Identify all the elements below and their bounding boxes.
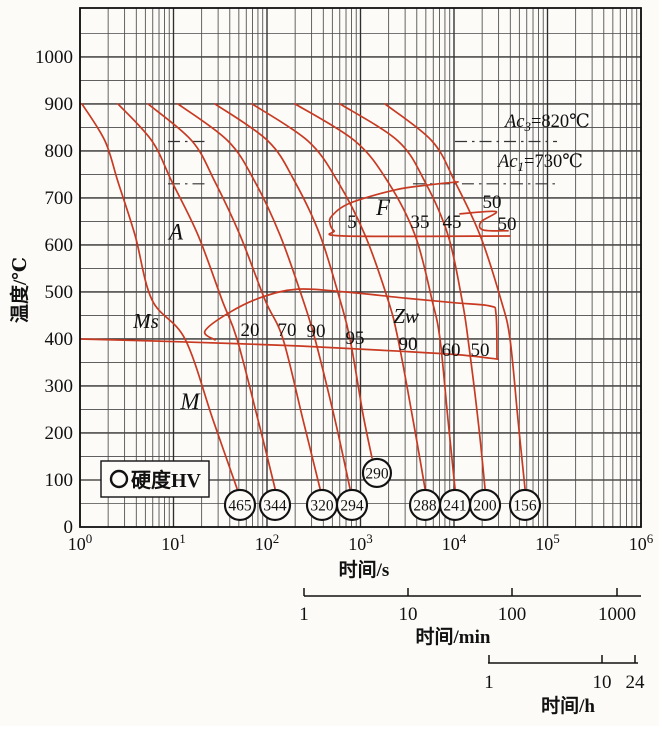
cooling-curve	[147, 103, 321, 490]
y-tick-label: 400	[45, 329, 74, 350]
y-axis-title: 温度/℃	[8, 257, 31, 323]
percent-label: 70	[278, 320, 297, 341]
percent-label: 20	[240, 320, 259, 341]
cooling-curves	[81, 103, 526, 490]
percent-label: 50	[482, 192, 501, 213]
y-axis: 0 100 200 300 400 500 600 700 800 900 1000 温度/℃	[8, 47, 73, 538]
cooling-curve	[214, 103, 373, 459]
percent-label: 50	[498, 214, 517, 235]
hardness-circle	[468, 488, 502, 521]
y-tick-label: 300	[45, 376, 74, 397]
percent-label: 50	[470, 340, 489, 361]
legend-box	[100, 460, 210, 498]
region-label-zw: Zw	[393, 304, 419, 328]
percent-label: 5	[347, 212, 357, 233]
ms-line	[79, 338, 499, 361]
y-tick-label: 200	[45, 423, 74, 444]
legend: 硬度HV	[100, 460, 210, 498]
hardness-value: 288	[413, 497, 437, 514]
minutes-tick-label: 10	[399, 604, 418, 625]
bainite-region-boundary	[203, 288, 498, 359]
hardness-circle	[508, 488, 542, 521]
hardness-legend-icon	[109, 469, 129, 489]
region-label-ms: Ms	[132, 309, 159, 333]
x-axis-title-minutes: 时间/min	[416, 626, 491, 648]
y-tick-label: 600	[45, 235, 74, 256]
x-axis-title-seconds: 时间/s	[339, 559, 390, 581]
y-tick-label: 500	[45, 282, 74, 303]
region-label-f: F	[375, 195, 391, 220]
percent-label: 45	[443, 212, 462, 233]
minutes-tick-label: 1	[299, 604, 309, 625]
x-axis-minutes: 1 10 100 1000 时间/min	[299, 588, 641, 648]
hardness-value: 241	[443, 497, 466, 514]
y-tick-label: 0	[64, 517, 74, 538]
percent-label: 35	[410, 212, 429, 233]
cooling-curve	[117, 103, 276, 490]
minutes-tick-label: 1000	[598, 604, 636, 625]
cooling-curve	[251, 103, 426, 490]
transformation-boundaries	[79, 181, 511, 361]
x-axis-hours: 1 10 24 时间/h	[484, 655, 645, 717]
hardness-value: 290	[365, 465, 389, 482]
y-tick-label: 1000	[35, 47, 73, 68]
ferrite-50-fork	[459, 210, 509, 232]
hours-tick-label: 10	[593, 672, 612, 693]
cooling-curve	[81, 103, 238, 490]
cooling-curve	[384, 103, 526, 490]
ferrite-region-boundary	[328, 181, 511, 238]
minutes-tick-label: 100	[498, 604, 527, 625]
y-tick-label: 900	[45, 94, 74, 115]
plot-frame	[79, 7, 642, 528]
hardness-value: 200	[473, 497, 497, 514]
hours-tick-label: 24	[626, 672, 646, 693]
percent-label: 90	[306, 321, 325, 342]
percent-label: 90	[398, 334, 417, 355]
percent-label: 95	[345, 328, 364, 349]
legend-label: 硬度HV	[131, 468, 202, 492]
ac-temperature-label: Ac1=730℃	[496, 152, 583, 174]
critical-temperature-lines	[167, 140, 558, 185]
hardness-circle	[223, 488, 257, 521]
y-tick-label: 100	[45, 470, 74, 491]
cooling-curve	[339, 103, 486, 490]
hardness-value: 344	[263, 497, 287, 514]
hardness-circle	[258, 488, 292, 521]
region-label-a: A	[167, 220, 184, 245]
hours-tick-label: 1	[484, 672, 494, 693]
hardness-value: 320	[310, 497, 334, 514]
y-tick-label: 800	[45, 141, 74, 162]
hardness-value: 294	[340, 497, 364, 514]
hardness-value: 465	[228, 497, 252, 514]
hardness-circle	[335, 488, 369, 521]
region-label-m: M	[179, 389, 201, 414]
hardness-value: 156	[513, 497, 537, 514]
percent-label: 60	[442, 340, 461, 361]
ac-temperature-label: Ac3=820℃	[503, 112, 590, 134]
cooling-curve	[294, 103, 456, 490]
x-axis-title-hours: 时间/h	[541, 695, 595, 717]
cooling-curve	[177, 103, 351, 490]
y-tick-label: 700	[45, 188, 74, 209]
hardness-circle	[361, 457, 393, 488]
